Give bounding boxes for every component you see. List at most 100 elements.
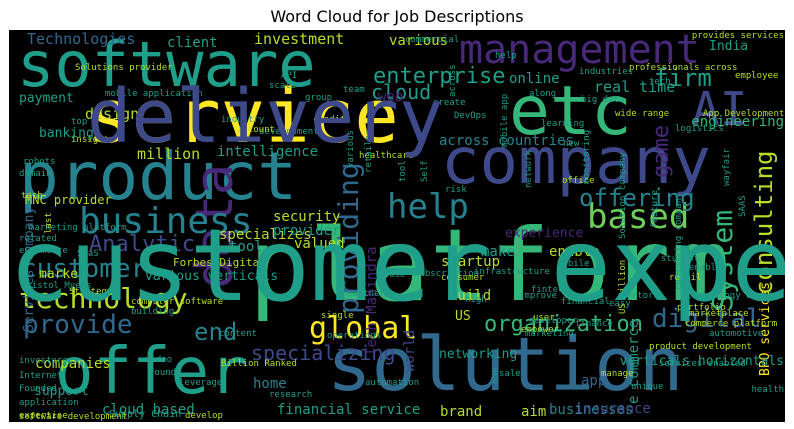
cloud-word: market [39, 267, 86, 282]
cloud-word: industry [221, 115, 265, 125]
cloud-word: SaaS [77, 249, 99, 259]
cloud-word: mobile application [105, 89, 203, 99]
cloud-word: Analytic [89, 232, 195, 257]
cloud-word: provide [23, 310, 133, 340]
cloud-word: Forbes Digital [173, 256, 266, 269]
cloud-word: verticals horizontals [619, 354, 784, 369]
cloud-word: firm [654, 64, 712, 92]
cloud-word: enable [549, 244, 600, 260]
cloud-word: services enabled [659, 359, 746, 369]
cloud-word: web [378, 89, 404, 105]
cloud-word: operations [327, 331, 382, 341]
cloud-word: tech [21, 191, 43, 201]
cloud-word: businesses [549, 402, 634, 418]
cloud-word: support [34, 384, 89, 399]
cloud-word: AI [692, 82, 748, 136]
cloud-word: technology enabled [686, 291, 784, 301]
cloud-word: brand [440, 404, 483, 420]
cloud-word: Bristol Myers [21, 281, 92, 291]
cloud-word: tool [398, 160, 408, 182]
cloud-word: customer experience [9, 207, 785, 324]
cloud-word: software [17, 30, 316, 101]
cloud-word: help [495, 51, 517, 61]
cloud-word: domain [19, 169, 52, 179]
cloud-word: organization [484, 312, 643, 337]
cloud-word: based [587, 197, 690, 237]
cloud-word: etc [509, 72, 632, 151]
cloud-word: banking [39, 126, 94, 141]
cloud-word: marketing platform [29, 223, 127, 233]
cloud-word: Internet [19, 371, 63, 381]
cloud-word: across countries [439, 133, 574, 149]
cloud-word: US [455, 309, 471, 324]
cloud-word: company [441, 125, 711, 199]
cloud-word: credit [313, 115, 346, 125]
cloud-word: big data [581, 95, 625, 105]
cloud-word: product [19, 138, 298, 215]
cloud-word: related [19, 234, 57, 244]
cloud-word: product development [649, 342, 752, 352]
cloud-word: scale [269, 81, 297, 91]
cloud-word: development [259, 127, 319, 137]
cloud-word: MNC provider [25, 193, 112, 207]
cloud-word: real time [594, 78, 676, 96]
cloud-word: student [661, 254, 699, 264]
cloud-word: investors [19, 356, 68, 366]
cloud-word: retail [669, 273, 702, 283]
cloud-word: commercial [405, 35, 460, 45]
cloud-word: single [321, 311, 354, 321]
cloud-word: sectors [621, 291, 659, 301]
cloud-word: automation [365, 378, 420, 388]
cloud-word: various verticals [145, 269, 279, 284]
cloud-word: develop [185, 411, 223, 421]
cloud-word: help [387, 187, 469, 227]
cloud-word: logistics [675, 124, 724, 134]
cloud-word: new [563, 139, 580, 149]
cloud-word: improve [519, 291, 557, 301]
cloud-word: application [19, 398, 79, 408]
cloud-word: million [137, 145, 201, 163]
cloud-word: specializing [251, 341, 396, 365]
cloud-word: along [529, 89, 557, 99]
cloud-word: portfolio [677, 303, 726, 313]
cloud-word: expertise [19, 411, 68, 421]
cloud-word: manage [601, 369, 634, 379]
cloud-word: various [389, 33, 449, 49]
cloud-word: healthcare [359, 151, 414, 161]
cloud-word: experience [505, 226, 584, 241]
cloud-word: tool [229, 239, 263, 255]
cloud-word: fintech [531, 285, 569, 295]
cloud-word: payment [19, 91, 74, 106]
cloud-word: provider [273, 223, 341, 239]
cloud-word: Strategy [69, 287, 113, 297]
cloud-word: DevOps [454, 111, 487, 121]
cloud-word: developer [529, 316, 578, 326]
cloud-word: business [79, 201, 253, 242]
cloud-word: cloud based [102, 402, 195, 418]
cloud-word: professionals across [629, 63, 738, 73]
cloud-word: Supply Chain [109, 409, 182, 420]
cloud-word: insight [71, 135, 109, 145]
cloud-word: building [131, 307, 175, 317]
cloud-word: sale [499, 369, 521, 379]
cloud-word: software development [19, 412, 128, 422]
cloud-word: subscription [414, 269, 480, 279]
cloud-word: mobile [557, 259, 590, 269]
cloud-word: startup [441, 254, 501, 270]
cloud-word: consumer [441, 273, 485, 283]
cloud-word: marketing [525, 329, 574, 339]
cloud-word: eCommerce [19, 246, 68, 256]
cloud-word: wide range [615, 109, 670, 119]
cloud-word: financial service [277, 402, 421, 418]
chart-title: Word Cloud for Job Descriptions [270, 7, 524, 26]
cloud-word: service [87, 74, 399, 160]
cloud-word: digital [652, 304, 762, 334]
cloud-word: game [649, 125, 674, 178]
cloud-word: online [509, 71, 560, 87]
cloud-word: enterprise [373, 64, 506, 89]
cloud-word: enabled [689, 263, 727, 273]
cloud-word: networking [439, 347, 518, 362]
cloud-word: engineering [691, 114, 784, 130]
cloud-word: companies [35, 356, 111, 372]
cloud-word: top [71, 117, 88, 127]
